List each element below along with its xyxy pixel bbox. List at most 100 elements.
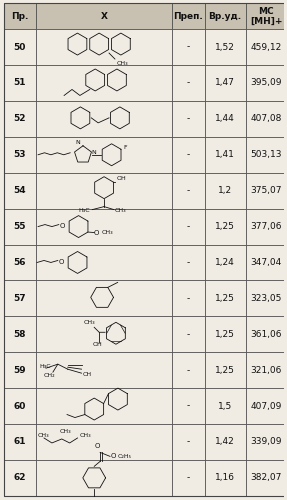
Bar [246,137,287,172]
Bar [205,101,246,137]
Text: 375,07: 375,07 [251,186,282,195]
Bar [205,316,246,352]
Bar [205,208,246,244]
Bar [3,352,36,388]
Bar [3,460,36,496]
Bar [205,460,246,496]
Text: 58: 58 [13,330,26,339]
Text: H₃C: H₃C [39,364,51,368]
Bar [205,137,246,172]
Text: 50: 50 [13,42,26,51]
Bar [3,424,36,460]
Text: OH: OH [92,342,102,346]
Bar [172,172,205,208]
Text: 1,2: 1,2 [218,186,232,195]
Bar [246,352,287,388]
Text: CH₃: CH₃ [38,434,50,438]
Bar [172,460,205,496]
Text: CH₂: CH₂ [44,372,56,378]
Text: OH: OH [117,176,127,181]
Bar [3,3,36,29]
Bar [172,65,205,101]
Bar [246,29,287,65]
Text: 382,07: 382,07 [251,474,282,482]
Text: 51: 51 [13,78,26,88]
Text: 361,06: 361,06 [251,330,282,339]
Bar [36,137,172,172]
Bar [205,244,246,280]
Text: 323,05: 323,05 [251,294,282,303]
Bar [36,388,172,424]
Bar [205,65,246,101]
Text: -: - [187,78,190,88]
Text: X: X [100,12,108,20]
Bar [3,388,36,424]
Bar [246,101,287,137]
Text: -: - [187,330,190,339]
Bar [3,101,36,137]
Text: 347,04: 347,04 [251,258,282,267]
Text: Преп.: Преп. [173,12,203,20]
Bar [3,29,36,65]
Text: 395,09: 395,09 [251,78,282,88]
Text: 407,08: 407,08 [251,114,282,124]
Bar [36,316,172,352]
Text: 407,09: 407,09 [251,402,282,410]
Text: N: N [92,150,97,156]
Bar [36,208,172,244]
Text: 339,09: 339,09 [251,438,282,446]
Text: CH₃: CH₃ [115,208,127,213]
Text: 1,25: 1,25 [215,294,235,303]
Text: -: - [187,294,190,303]
Bar [3,316,36,352]
Text: -: - [187,474,190,482]
Bar [3,172,36,208]
Text: -: - [187,186,190,195]
Bar [205,280,246,316]
Text: 1,16: 1,16 [215,474,235,482]
Text: O: O [94,444,100,450]
Bar [246,316,287,352]
Text: 53: 53 [13,150,26,160]
Text: 321,06: 321,06 [251,366,282,374]
Bar [246,280,287,316]
Text: F: F [123,146,127,150]
Text: 54: 54 [13,186,26,195]
Text: 1,44: 1,44 [215,114,235,124]
Text: 1,25: 1,25 [215,366,235,374]
Text: 57: 57 [13,294,26,303]
Bar [3,137,36,172]
Bar [36,3,172,29]
Text: -: - [187,42,190,51]
Text: 55: 55 [13,222,26,231]
Text: Вр.уд.: Вр.уд. [209,12,242,20]
Text: 1,41: 1,41 [215,150,235,160]
Text: O: O [93,230,99,235]
Text: -: - [187,222,190,231]
Text: 1,47: 1,47 [215,78,235,88]
Text: -: - [187,258,190,267]
Bar [205,172,246,208]
Text: CH₃: CH₃ [101,230,113,235]
Bar [246,3,287,29]
Bar [172,137,205,172]
Text: 1,24: 1,24 [215,258,235,267]
Text: CH: CH [82,372,92,376]
Bar [205,424,246,460]
Text: 61: 61 [13,438,26,446]
Bar [172,388,205,424]
Bar [36,244,172,280]
Bar [36,101,172,137]
Bar [172,316,205,352]
Text: 60: 60 [13,402,26,410]
Text: 1,25: 1,25 [215,222,235,231]
Bar [3,244,36,280]
Text: 59: 59 [13,366,26,374]
Text: -: - [187,438,190,446]
Text: -: - [187,114,190,124]
Text: 503,13: 503,13 [251,150,282,160]
Text: O: O [59,259,65,265]
Bar [172,280,205,316]
Bar [36,29,172,65]
Bar [246,244,287,280]
